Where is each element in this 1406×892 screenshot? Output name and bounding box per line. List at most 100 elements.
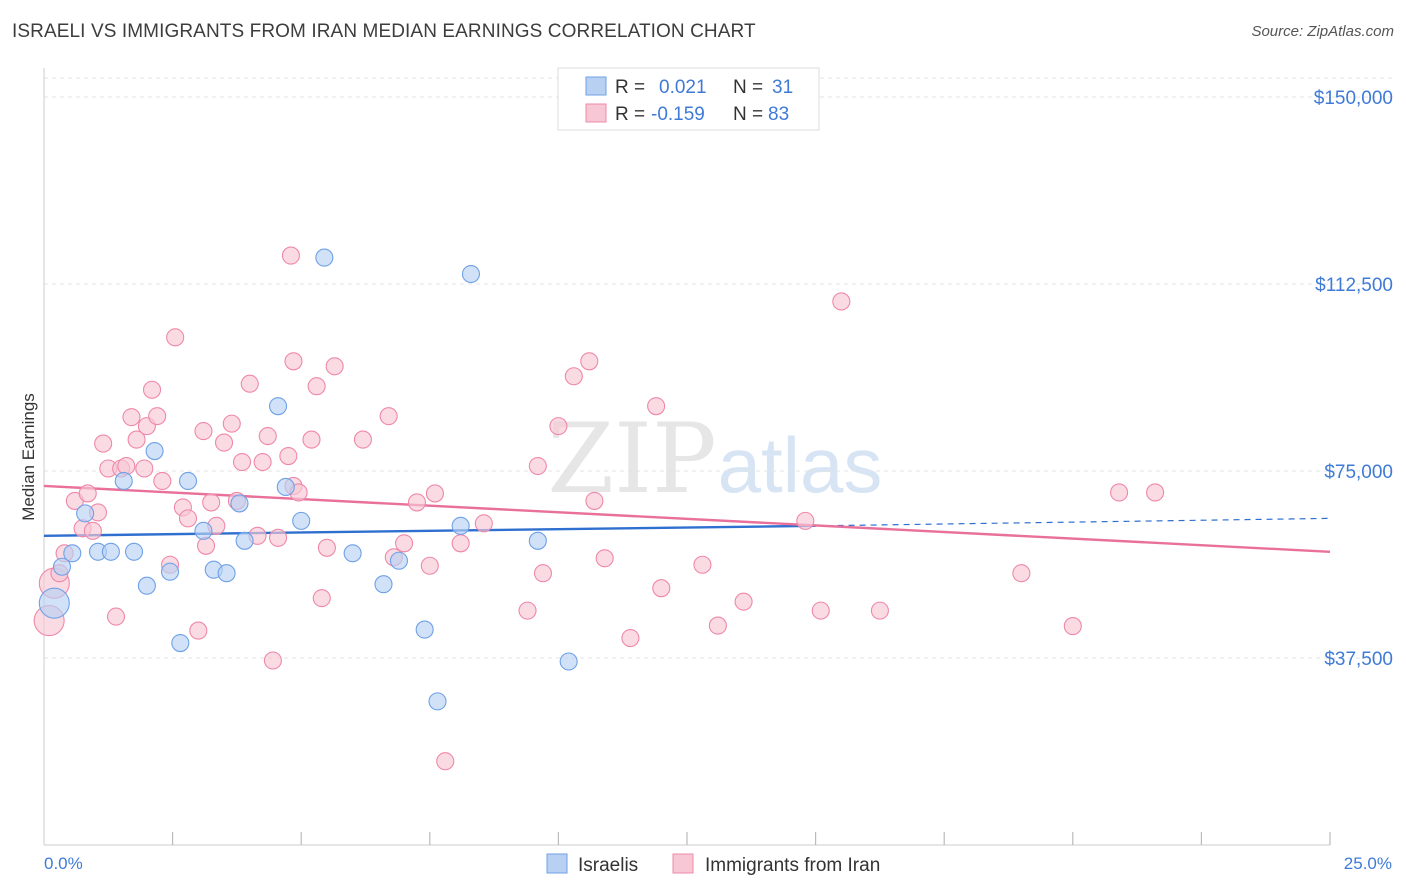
iran-point	[258, 427, 277, 446]
trend-line-iran	[43, 484, 1331, 553]
legend-n-value-2: 83	[768, 104, 789, 125]
trend-lines	[43, 484, 1331, 553]
legend-r-label-1: R =	[615, 77, 645, 98]
israelis-point	[235, 531, 254, 550]
iran-point	[232, 452, 252, 472]
iran-point	[518, 601, 537, 620]
iran-point	[621, 629, 640, 648]
israelis-point	[63, 544, 82, 563]
israelis-point	[101, 542, 120, 561]
series-legend-label-israelis: Israelis	[578, 855, 638, 876]
israelis-point	[451, 516, 470, 535]
iran-point	[94, 434, 113, 453]
iran-point	[870, 601, 889, 620]
legend-r-value-1: 0.021	[659, 77, 707, 98]
iran-point	[222, 414, 241, 433]
iran-point	[279, 446, 298, 466]
iran-point	[549, 417, 568, 436]
iran-point	[135, 459, 154, 478]
iran-point	[420, 556, 439, 575]
legend-swatch-iran	[585, 103, 607, 123]
iran-point	[263, 651, 282, 670]
iran-point	[189, 621, 208, 640]
iran-point	[302, 430, 321, 449]
israelis-point	[171, 633, 190, 653]
israelis-point	[315, 248, 334, 267]
y-axis-tick-labels: $37,500 $75,000 $112,500 $150,000	[1314, 88, 1393, 670]
iran-point	[1063, 617, 1082, 636]
trend-line-israelis	[43, 524, 816, 538]
iran-point	[1110, 483, 1129, 502]
israelis-point	[415, 620, 434, 639]
iran-point	[240, 374, 259, 393]
israelis-point	[178, 471, 198, 491]
israelis-point	[194, 521, 213, 540]
iran-point	[166, 328, 185, 347]
watermark-zip: ZIP	[547, 403, 716, 515]
x-tick-label-min: 0.0%	[44, 854, 83, 873]
legend-n-value-1: 31	[772, 77, 793, 98]
iran-point	[533, 564, 553, 583]
israelis-point	[160, 562, 180, 581]
iran-point	[202, 493, 221, 512]
iran-point	[647, 397, 666, 416]
x-tick-label-max: 25.0%	[1344, 854, 1392, 873]
israelis-point	[217, 564, 236, 583]
y-axis-label: Median Earnings	[19, 393, 38, 521]
iran-point	[148, 407, 167, 426]
iran-point	[317, 538, 336, 557]
iran-point	[811, 601, 830, 620]
watermark: ZIP atlas	[547, 403, 882, 515]
iran-point	[708, 616, 727, 635]
iran-point	[142, 380, 162, 399]
gridlines	[44, 77, 1392, 659]
series-legend-swatch-iran	[672, 853, 694, 874]
iran-point	[269, 528, 288, 547]
legend-r-label-2: R =	[615, 104, 645, 125]
iran-point	[451, 534, 470, 553]
iran-point	[127, 430, 146, 449]
chart-title: ISRAELI VS IMMIGRANTS FROM IRAN MEDIAN E…	[12, 21, 756, 42]
iran-point	[196, 536, 216, 555]
iran-point	[83, 521, 102, 540]
iran-point	[78, 484, 97, 503]
iran-point	[353, 430, 372, 449]
iran-point	[307, 377, 326, 396]
israelis-point	[114, 471, 133, 491]
y-tick-label: $37,500	[1324, 649, 1393, 670]
iran-point	[528, 456, 547, 476]
israelis-point	[559, 652, 578, 671]
iran-point	[312, 589, 331, 608]
iran-point	[153, 471, 172, 491]
israelis-point	[124, 542, 144, 561]
israelis-point	[230, 494, 249, 513]
iran-point	[734, 592, 753, 611]
iran-point	[395, 534, 414, 553]
y-tick-label: $150,000	[1314, 88, 1393, 109]
iran-point	[832, 292, 851, 311]
y-tick-label: $112,500	[1315, 275, 1393, 296]
iran-point	[407, 493, 426, 512]
iran-point	[693, 555, 712, 574]
iran-point	[652, 579, 671, 598]
israelis-point	[276, 477, 295, 497]
iran-point	[178, 509, 198, 528]
iran-point	[564, 367, 583, 386]
correlation-legend: R = 0.021 N = 31 R = -0.159 N = 83	[557, 67, 820, 131]
israelis-point	[269, 397, 288, 416]
iran-point	[194, 422, 213, 441]
iran-point	[796, 511, 815, 530]
israelis-point	[528, 531, 547, 550]
iran-point	[595, 549, 614, 568]
israelis-point	[292, 511, 311, 530]
iran-point	[122, 408, 141, 427]
iran-point	[379, 407, 398, 426]
israelis-point	[389, 551, 408, 570]
iran-point	[325, 357, 344, 376]
legend-r-value-2: -0.159	[651, 104, 705, 125]
israelis-point	[137, 576, 156, 595]
legend-n-label-1: N =	[733, 77, 763, 98]
iran-point	[436, 752, 455, 771]
iran-point	[214, 433, 234, 452]
iran-point	[474, 514, 493, 533]
